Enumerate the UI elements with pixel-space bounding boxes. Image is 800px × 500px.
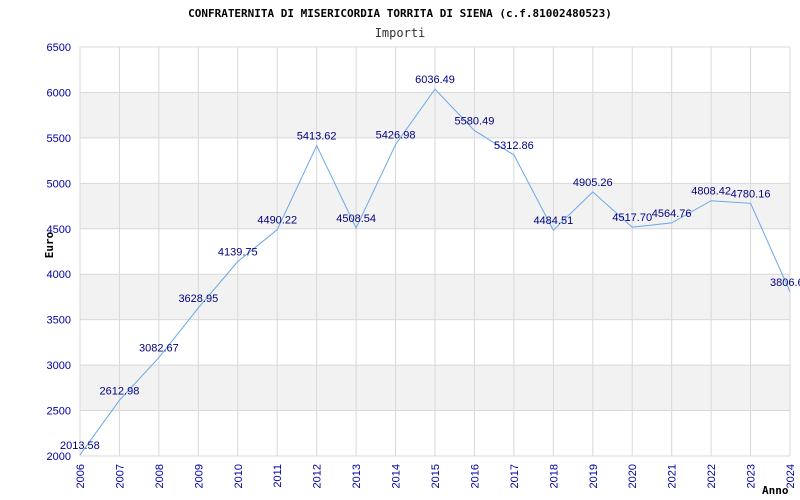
y-tick-label: 5000 xyxy=(47,178,71,190)
chart-title: CONFRATERNITA DI MISERICORDIA TORRITA DI… xyxy=(188,7,612,20)
data-label: 3628.95 xyxy=(178,293,218,305)
x-tick-label: 2014 xyxy=(391,464,403,488)
data-label: 3806.6 xyxy=(770,277,800,289)
y-tick-label: 4500 xyxy=(47,224,71,236)
data-label: 5413.62 xyxy=(297,131,337,143)
x-tick-label: 2008 xyxy=(154,464,166,488)
data-label: 4905.26 xyxy=(573,177,613,189)
data-label: 6036.49 xyxy=(415,74,455,86)
x-tick-label: 2015 xyxy=(430,464,442,488)
y-axis-ticks: 2000 2500 3000 3500 4000 4500 5000 5500 6000 6500 xyxy=(47,42,71,463)
x-axis-ticks: 2006 2007 2008 2009 2010 2011 2012 2013 2014 2015… xyxy=(75,464,797,488)
x-tick-label: 2017 xyxy=(509,464,521,488)
x-tick-label: 2019 xyxy=(588,464,600,488)
x-tick-label: 2020 xyxy=(627,464,639,488)
data-label: 4808.42 xyxy=(691,186,731,198)
data-label: 4780.16 xyxy=(731,188,771,200)
series-line xyxy=(79,88,791,456)
y-tick-label: 4000 xyxy=(47,269,71,281)
y-tick-label: 2500 xyxy=(47,406,71,418)
x-tick-label: 2022 xyxy=(706,464,718,488)
y-tick-label: 6500 xyxy=(47,42,71,54)
data-label: 5312.86 xyxy=(494,140,534,152)
x-tick-label: 2007 xyxy=(114,464,126,488)
data-labels: 2013.58 2612.98 3082.67 3628.95 4139.75 4490.… xyxy=(60,74,800,452)
x-tick-label: 2013 xyxy=(351,464,363,488)
data-label: 4139.75 xyxy=(218,247,258,259)
x-tick-label: 2018 xyxy=(548,464,560,488)
y-axis-label: Euro xyxy=(43,231,56,258)
data-label: 3082.67 xyxy=(139,343,179,355)
data-label: 2013.58 xyxy=(60,440,100,452)
gridlines xyxy=(79,46,791,457)
series-line-group xyxy=(79,88,791,456)
y-tick-label: 3000 xyxy=(47,360,71,372)
x-tick-label: 2016 xyxy=(469,464,481,488)
x-tick-label: 2009 xyxy=(193,464,205,488)
y-tick-label: 3500 xyxy=(47,315,71,327)
x-tick-label: 2010 xyxy=(233,464,245,488)
data-label: 5580.49 xyxy=(455,116,495,128)
x-tick-label: 2011 xyxy=(272,464,284,488)
chart-subtitle: Importi xyxy=(375,26,426,40)
y-tick-label: 5500 xyxy=(47,133,71,145)
x-tick-label: 2012 xyxy=(312,464,324,488)
data-label: 4508.54 xyxy=(336,213,376,225)
x-tick-label: 2021 xyxy=(667,464,679,488)
data-label: 2612.98 xyxy=(100,385,140,397)
data-label: 5426.98 xyxy=(376,130,416,142)
x-tick-label: 2006 xyxy=(75,464,87,488)
data-label: 4490.22 xyxy=(257,215,297,227)
y-tick-label: 2000 xyxy=(47,451,71,463)
x-axis-label: Anno xyxy=(762,484,789,497)
x-tick-label: 2024 xyxy=(785,464,797,488)
x-tick-label: 2023 xyxy=(746,464,758,488)
data-label: 4564.76 xyxy=(652,208,692,220)
data-label: 4484.51 xyxy=(533,215,573,227)
data-label: 4517.70 xyxy=(612,212,652,224)
y-tick-label: 6000 xyxy=(47,87,71,99)
